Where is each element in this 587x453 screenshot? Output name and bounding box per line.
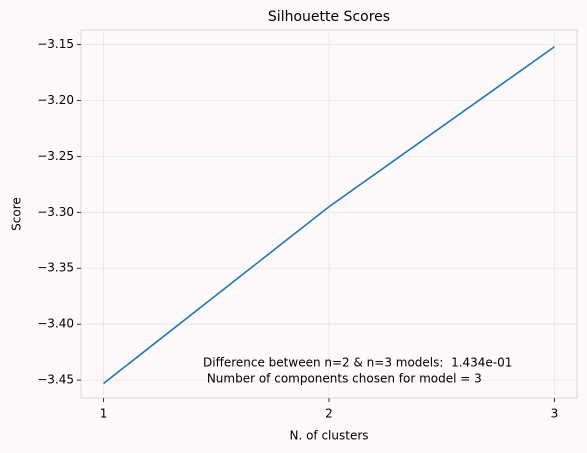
x-tick-label: 2: [325, 407, 333, 421]
x-tick-label: 3: [551, 407, 559, 421]
annotation: Number of components chosen for model = …: [203, 372, 482, 386]
y-tick-label: −3.40: [37, 317, 74, 331]
x-axis-label: N. of clusters: [289, 429, 368, 443]
line: [103, 46, 555, 385]
y-tick-label: −3.15: [37, 37, 74, 51]
y-tick-label: −3.45: [37, 373, 74, 387]
annotation: Difference between n=2 & n=3 models: 1.4…: [203, 356, 512, 370]
y-tick-label: −3.35: [37, 261, 74, 275]
y-tick-label: −3.30: [37, 205, 74, 219]
y-tick-label: −3.20: [37, 93, 74, 107]
chart-title: Silhouette Scores: [268, 9, 390, 25]
y-axis-label: Score: [10, 197, 24, 231]
y-tick-label: −3.25: [37, 149, 74, 163]
x-tick-label: 1: [100, 407, 108, 421]
